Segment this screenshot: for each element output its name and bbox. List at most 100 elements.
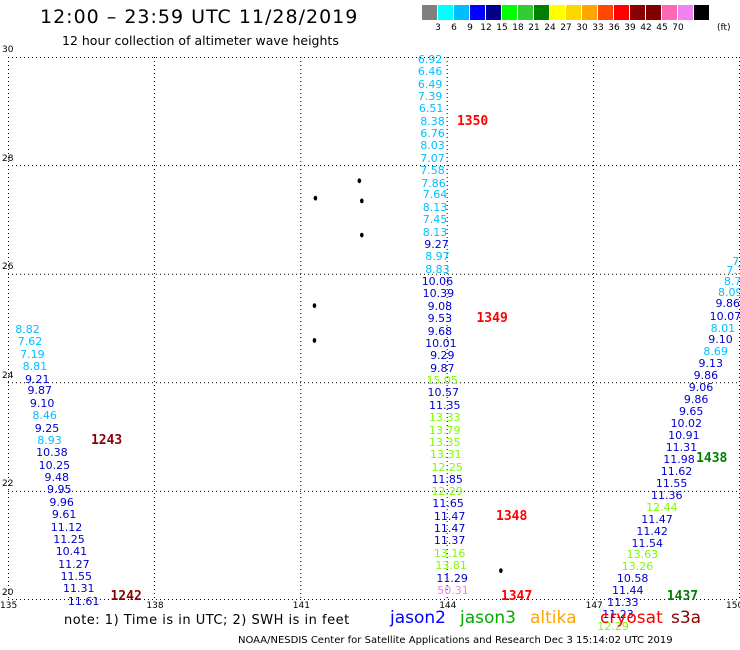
- swh-value: 8.97: [425, 250, 450, 264]
- scale-swatch: [582, 5, 598, 20]
- swh-value: 9.48: [44, 471, 70, 485]
- swh-value: 9.06: [688, 381, 714, 395]
- island-marker: [360, 232, 364, 238]
- swh-value: 6.49: [417, 77, 443, 91]
- scale-label: 33: [592, 23, 604, 33]
- swh-value: 11.25: [53, 532, 85, 546]
- map-plot-area[interactable]: 3028262422201351381411441471508.827.627.…: [0, 45, 740, 632]
- swh-value: 10.25: [38, 458, 71, 472]
- swh-value: 8.09: [717, 286, 740, 300]
- swh-value: 8.93: [37, 433, 62, 447]
- swh-value: 13.35: [429, 435, 461, 449]
- scale-swatch: [454, 5, 470, 20]
- swh-value: 8.46: [32, 409, 57, 423]
- swh-value: 8.69: [703, 345, 728, 359]
- lat-tick-label: 28: [2, 153, 14, 164]
- swh-value: 10.01: [425, 336, 457, 350]
- scale-label: 27: [560, 23, 572, 33]
- swh-value: 13.31: [429, 448, 462, 462]
- scale-swatch: [662, 5, 678, 20]
- swh-value: 10.57: [427, 386, 460, 400]
- scale-swatch: [438, 5, 454, 20]
- swh-value: 12.29: [597, 620, 629, 634]
- swh-value: 7.1: [726, 264, 740, 278]
- pass-number-label: 1438: [696, 450, 728, 466]
- swh-value: 11.35: [429, 398, 461, 412]
- swh-value: 8.38: [420, 114, 445, 128]
- scale-label: 18: [512, 23, 524, 33]
- scale-unit-label: (ft): [717, 23, 731, 33]
- pass-number-label: 1437: [666, 589, 699, 605]
- scale-swatch: [518, 5, 534, 20]
- swh-value: 15.05: [426, 374, 459, 388]
- swh-value: 11.37: [433, 534, 466, 548]
- swh-value: 8.82: [15, 322, 40, 336]
- swh-value: 6.76: [420, 127, 445, 141]
- lat-tick-label: 24: [2, 370, 14, 381]
- satellite-legend-jason3: jason3: [460, 608, 516, 628]
- swh-value: 11.31: [63, 582, 95, 596]
- swh-value: 11.47: [433, 509, 466, 523]
- satellite-legend-s3a: s3a: [671, 608, 702, 628]
- swh-value: 8.81: [22, 360, 48, 374]
- swh-value: 7.64: [422, 188, 448, 202]
- swh-value: 13.63: [626, 548, 659, 562]
- swh-value: 9.10: [29, 396, 55, 410]
- lon-tick-label: 150: [726, 601, 740, 611]
- swh-value: 9.68: [427, 324, 453, 338]
- swh-value: 9.86: [693, 369, 719, 383]
- scale-swatch: [502, 5, 518, 20]
- pass-number-label: 1242: [110, 589, 142, 605]
- swh-value: 9.53: [427, 312, 453, 326]
- scale-label: 42: [640, 23, 652, 33]
- swh-value: 10.02: [670, 417, 703, 431]
- scale-swatch: [470, 5, 486, 20]
- swh-value: 12.25: [431, 460, 463, 474]
- swh-value: 11.23: [602, 608, 634, 622]
- lat-tick-label: 30: [2, 45, 14, 55]
- island-marker: [499, 568, 503, 574]
- lon-tick-label: 138: [146, 601, 164, 611]
- scale-swatch: [614, 5, 630, 20]
- swh-value: 9.65: [678, 405, 704, 419]
- swh-value: 11.55: [655, 476, 688, 490]
- island-marker: [312, 338, 317, 343]
- island-marker: [360, 198, 364, 204]
- swh-value: 11.55: [60, 570, 93, 584]
- swh-value: 50.31: [437, 583, 469, 597]
- swh-value: 11.65: [432, 497, 464, 511]
- swh-value: 11.12: [50, 520, 83, 534]
- scale-label: 30: [576, 23, 588, 33]
- swh-value: 8.03: [420, 139, 445, 153]
- map-subtitle: 12 hour collection of altimeter wave hei…: [62, 33, 339, 48]
- lat-tick-label: 22: [2, 479, 14, 490]
- swh-value: 11.36: [651, 488, 683, 502]
- swh-value: 9.29: [430, 349, 455, 363]
- island-marker: [313, 195, 318, 201]
- swh-value: 11.44: [612, 584, 644, 598]
- scale-swatch: [646, 5, 662, 20]
- swh-value: 7.45: [422, 213, 448, 227]
- satellite-legend-altika: altika: [530, 608, 577, 628]
- swh-value: 13.16: [433, 546, 466, 560]
- scale-label: 12: [480, 23, 492, 33]
- scale-swatch: [486, 5, 502, 20]
- swh-value: 9.96: [49, 495, 74, 509]
- pass-number-label: 1347: [500, 589, 533, 605]
- satellite-legend-jason2: jason2: [390, 608, 446, 628]
- swh-value: 10.07: [709, 309, 740, 323]
- swh-value: 8.7: [723, 275, 740, 289]
- swh-value: 11.85: [431, 472, 463, 486]
- lon-tick-label: 144: [439, 601, 457, 611]
- satellite-legend-cryosat: cryosat: [600, 608, 663, 628]
- credit-line: NOAA/NESDIS Center for Satellite Applica…: [238, 635, 673, 646]
- scale-label: 6: [451, 23, 457, 33]
- swh-value: 11.31: [665, 440, 698, 454]
- pass-number-label: 1243: [90, 432, 123, 448]
- scale-swatch: [598, 5, 614, 20]
- footer-note: note: 1) Time is in UTC; 2) SWH is in fe…: [64, 613, 350, 628]
- map-grid: [8, 57, 740, 600]
- swh-value: 9.25: [34, 421, 60, 435]
- scale-swatch: [630, 5, 646, 20]
- swh-value: 9.86: [683, 393, 709, 407]
